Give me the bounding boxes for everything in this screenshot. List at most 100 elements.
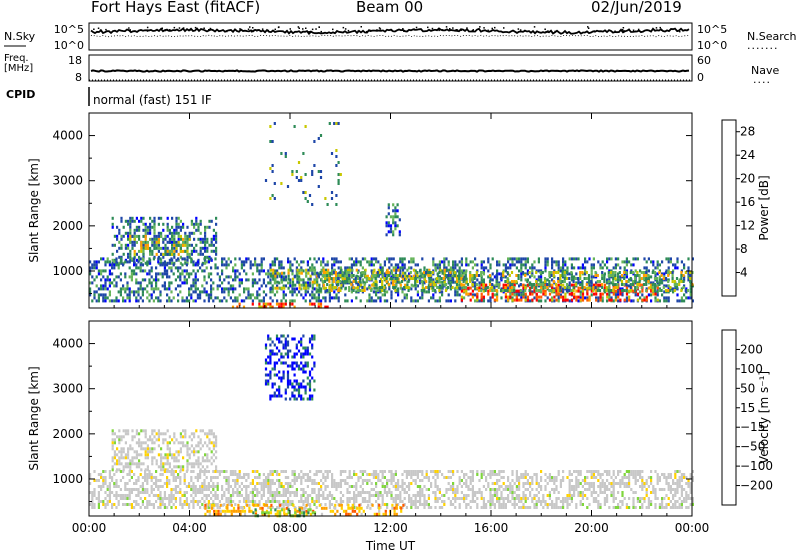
- data-cell: [201, 252, 204, 256]
- data-cell: [102, 482, 105, 485]
- data-cell: [304, 281, 307, 285]
- data-cell: [550, 271, 553, 274]
- nsky-point: [178, 27, 181, 29]
- data-cell: [595, 283, 598, 287]
- data-cell: [218, 284, 221, 288]
- data-cell: [394, 212, 397, 216]
- data-cell: [324, 485, 327, 488]
- data-cell: [135, 465, 138, 469]
- nsearch-tick: 10^0: [697, 39, 727, 52]
- data-cell: [452, 280, 455, 284]
- data-cell: [155, 272, 158, 276]
- data-cell: [326, 497, 329, 500]
- data-cell: [146, 240, 149, 244]
- data-cell: [196, 500, 199, 503]
- data-cell: [138, 258, 141, 262]
- data-cell: [515, 298, 518, 302]
- data-cell: [654, 266, 657, 270]
- data-cell: [128, 266, 131, 270]
- data-cell: [300, 266, 303, 270]
- data-cell: [676, 293, 679, 297]
- data-cell: [163, 497, 166, 500]
- data-cell: [601, 299, 604, 303]
- data-cell: [205, 485, 208, 488]
- data-cell: [276, 280, 279, 284]
- data-cell: [520, 275, 523, 279]
- data-cell: [93, 470, 96, 473]
- data-cell: [129, 459, 132, 463]
- data-cell: [504, 266, 507, 270]
- data-cell: [313, 266, 316, 270]
- data-cell: [465, 292, 468, 296]
- data-cell: [407, 280, 410, 283]
- data-cell: [289, 500, 292, 503]
- data-cell: [603, 283, 607, 287]
- data-cell: [115, 281, 118, 285]
- data-cell: [315, 296, 318, 300]
- data-cell: [333, 257, 336, 261]
- data-cell: [372, 299, 375, 303]
- data-cell: [262, 473, 265, 476]
- data-cell: [581, 263, 584, 267]
- data-cell: [300, 179, 303, 182]
- data-cell: [590, 266, 593, 270]
- data-cell: [201, 237, 204, 241]
- data-cell: [441, 494, 444, 497]
- data-cell: [157, 278, 160, 282]
- data-cell: [140, 261, 143, 265]
- data-cell: [392, 283, 395, 286]
- data-cell: [315, 299, 318, 303]
- data-cell: [443, 274, 446, 278]
- data-cell: [482, 470, 485, 473]
- data-cell: [144, 228, 147, 232]
- nsky-point: [488, 30, 491, 33]
- data-cell: [234, 491, 237, 494]
- data-cell: [278, 482, 281, 485]
- data-cell: [449, 277, 452, 280]
- data-cell: [465, 260, 468, 264]
- data-cell: [150, 473, 153, 476]
- data-cell: [291, 470, 294, 473]
- data-cell: [561, 280, 564, 283]
- data-cell: [537, 260, 540, 264]
- data-cell: [170, 269, 173, 273]
- data-cell: [264, 302, 268, 306]
- nsky-point: [587, 27, 590, 29]
- data-cell: [306, 281, 309, 285]
- data-cell: [522, 283, 525, 287]
- data-cell: [269, 491, 272, 494]
- data-cell: [438, 488, 441, 491]
- data-cell: [194, 485, 197, 488]
- data-cell: [364, 491, 367, 494]
- data-cell: [188, 506, 191, 509]
- data-cell: [379, 494, 382, 497]
- data-cell: [683, 263, 686, 267]
- data-cell: [458, 479, 461, 482]
- data-cell: [395, 277, 398, 281]
- data-cell: [171, 249, 174, 253]
- data-cell: [162, 438, 165, 442]
- data-cell: [155, 494, 158, 497]
- data-cell: [302, 296, 305, 300]
- data-cell: [157, 506, 160, 509]
- nsky-point: [379, 28, 382, 30]
- data-cell: [434, 506, 437, 509]
- data-cell: [168, 258, 171, 262]
- data-cell: [377, 473, 380, 476]
- data-cell: [289, 281, 292, 285]
- data-cell: [667, 278, 670, 282]
- data-cell: [175, 222, 178, 226]
- data-cell: [579, 298, 582, 302]
- data-cell: [366, 479, 369, 482]
- data-cell: [102, 257, 105, 261]
- data-cell: [271, 494, 274, 497]
- data-cell: [152, 503, 155, 506]
- data-cell: [353, 506, 356, 509]
- data-cell: [638, 280, 641, 283]
- data-cell: [210, 429, 213, 433]
- data-cell: [394, 497, 397, 500]
- data-cell: [183, 269, 186, 273]
- data-cell: [311, 479, 314, 482]
- data-cell: [137, 281, 140, 285]
- data-cell: [311, 497, 314, 500]
